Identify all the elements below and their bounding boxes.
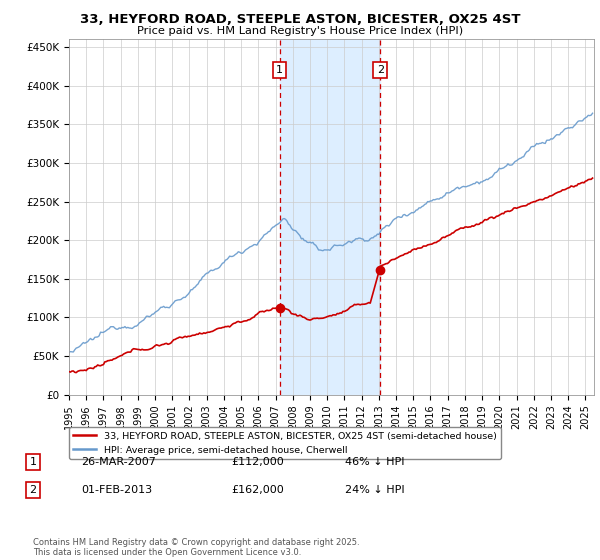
Text: 33, HEYFORD ROAD, STEEPLE ASTON, BICESTER, OX25 4ST: 33, HEYFORD ROAD, STEEPLE ASTON, BICESTE… [80,13,520,26]
Text: 1: 1 [276,65,283,75]
Text: £162,000: £162,000 [231,485,284,495]
Legend: 33, HEYFORD ROAD, STEEPLE ASTON, BICESTER, OX25 4ST (semi-detached house), HPI: : 33, HEYFORD ROAD, STEEPLE ASTON, BICESTE… [69,427,500,459]
Text: 26-MAR-2007: 26-MAR-2007 [81,457,156,467]
Text: 01-FEB-2013: 01-FEB-2013 [81,485,152,495]
Text: £112,000: £112,000 [231,457,284,467]
Text: Contains HM Land Registry data © Crown copyright and database right 2025.
This d: Contains HM Land Registry data © Crown c… [33,538,359,557]
Bar [280,39,380,395]
Text: 2: 2 [29,485,37,495]
Text: 46% ↓ HPI: 46% ↓ HPI [345,457,404,467]
Text: 2: 2 [377,65,384,75]
Text: 24% ↓ HPI: 24% ↓ HPI [345,485,404,495]
Text: 1: 1 [29,457,37,467]
Text: Price paid vs. HM Land Registry's House Price Index (HPI): Price paid vs. HM Land Registry's House … [137,26,463,36]
